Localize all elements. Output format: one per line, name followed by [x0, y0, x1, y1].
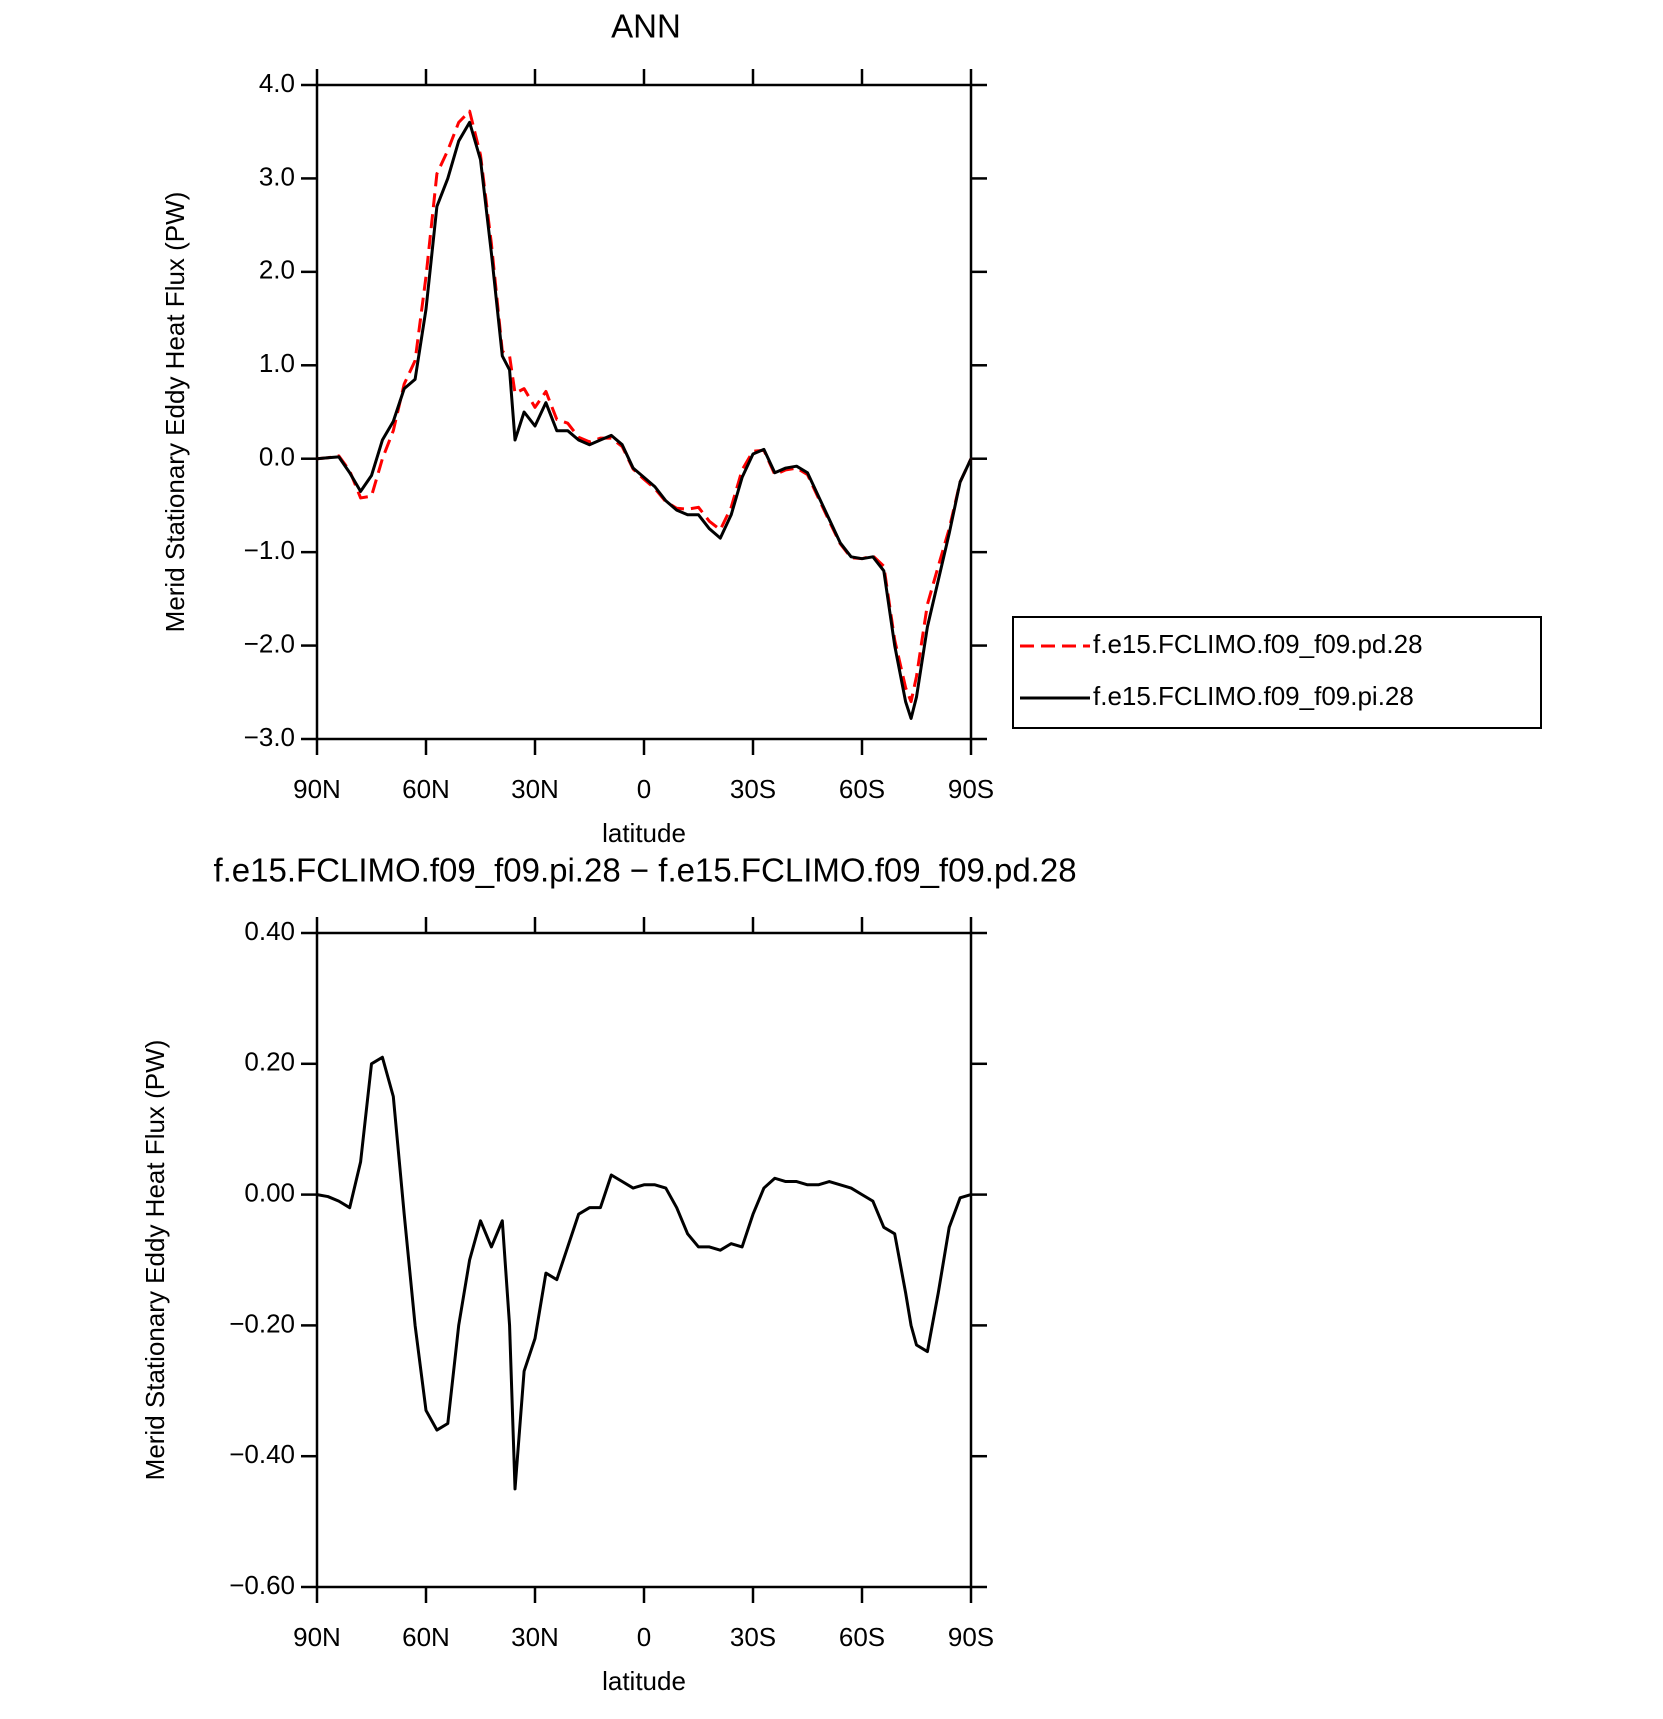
y-axis-label: Merid Stationary Eddy Heat Flux (PW): [160, 192, 190, 633]
y-tick-label: 0.40: [244, 916, 295, 946]
x-tick-label: 90S: [948, 774, 994, 804]
y-tick-label: 0.0: [259, 442, 295, 472]
chart-title: ANN: [611, 8, 681, 45]
x-tick-label: 90S: [948, 1622, 994, 1652]
plot-frame: [315, 931, 973, 1589]
x-tick-label: 30N: [511, 774, 559, 804]
y-tick-label: −3.0: [244, 722, 295, 752]
y-tick-label: −0.40: [229, 1439, 295, 1469]
data-line: [316, 1055, 972, 1491]
chart-title: f.e15.FCLIMO.f09_f09.pi.28 − f.e15.FCLIM…: [213, 852, 1076, 889]
x-axis-label: latitude: [602, 1666, 686, 1696]
y-tick-label: −1.0: [244, 535, 295, 565]
legend-label: f.e15.FCLIMO.f09_f09.pi.28: [1093, 681, 1414, 711]
plot-frame: [315, 83, 973, 741]
x-tick-label: 60N: [402, 1622, 450, 1652]
legend-label: f.e15.FCLIMO.f09_f09.pd.28: [1093, 629, 1423, 659]
y-tick-label: 1.0: [259, 348, 295, 378]
x-tick-label: 60N: [402, 774, 450, 804]
x-tick-label: 90N: [293, 1622, 341, 1652]
y-tick-label: −0.20: [229, 1308, 295, 1338]
y-tick-label: −0.60: [229, 1570, 295, 1600]
x-tick-label: 60S: [839, 774, 885, 804]
x-tick-label: 0: [637, 774, 651, 804]
data-line: [316, 109, 973, 704]
x-tick-label: 0: [637, 1622, 651, 1652]
legend-box: [1012, 616, 1542, 729]
x-tick-label: 60S: [839, 1622, 885, 1652]
x-tick-label: 30N: [511, 1622, 559, 1652]
y-tick-label: 4.0: [259, 68, 295, 98]
y-tick-label: 0.20: [244, 1047, 295, 1077]
y-axis-label: Merid Stationary Eddy Heat Flux (PW): [140, 1040, 170, 1481]
y-tick-label: 3.0: [259, 161, 295, 191]
x-tick-label: 30S: [730, 1622, 776, 1652]
y-tick-label: −2.0: [244, 628, 295, 658]
y-tick-label: 0.00: [244, 1177, 295, 1207]
y-tick-label: 2.0: [259, 255, 295, 285]
data-line: [316, 120, 973, 720]
x-tick-label: 90N: [293, 774, 341, 804]
x-tick-label: 30S: [730, 774, 776, 804]
x-axis-label: latitude: [602, 818, 686, 848]
